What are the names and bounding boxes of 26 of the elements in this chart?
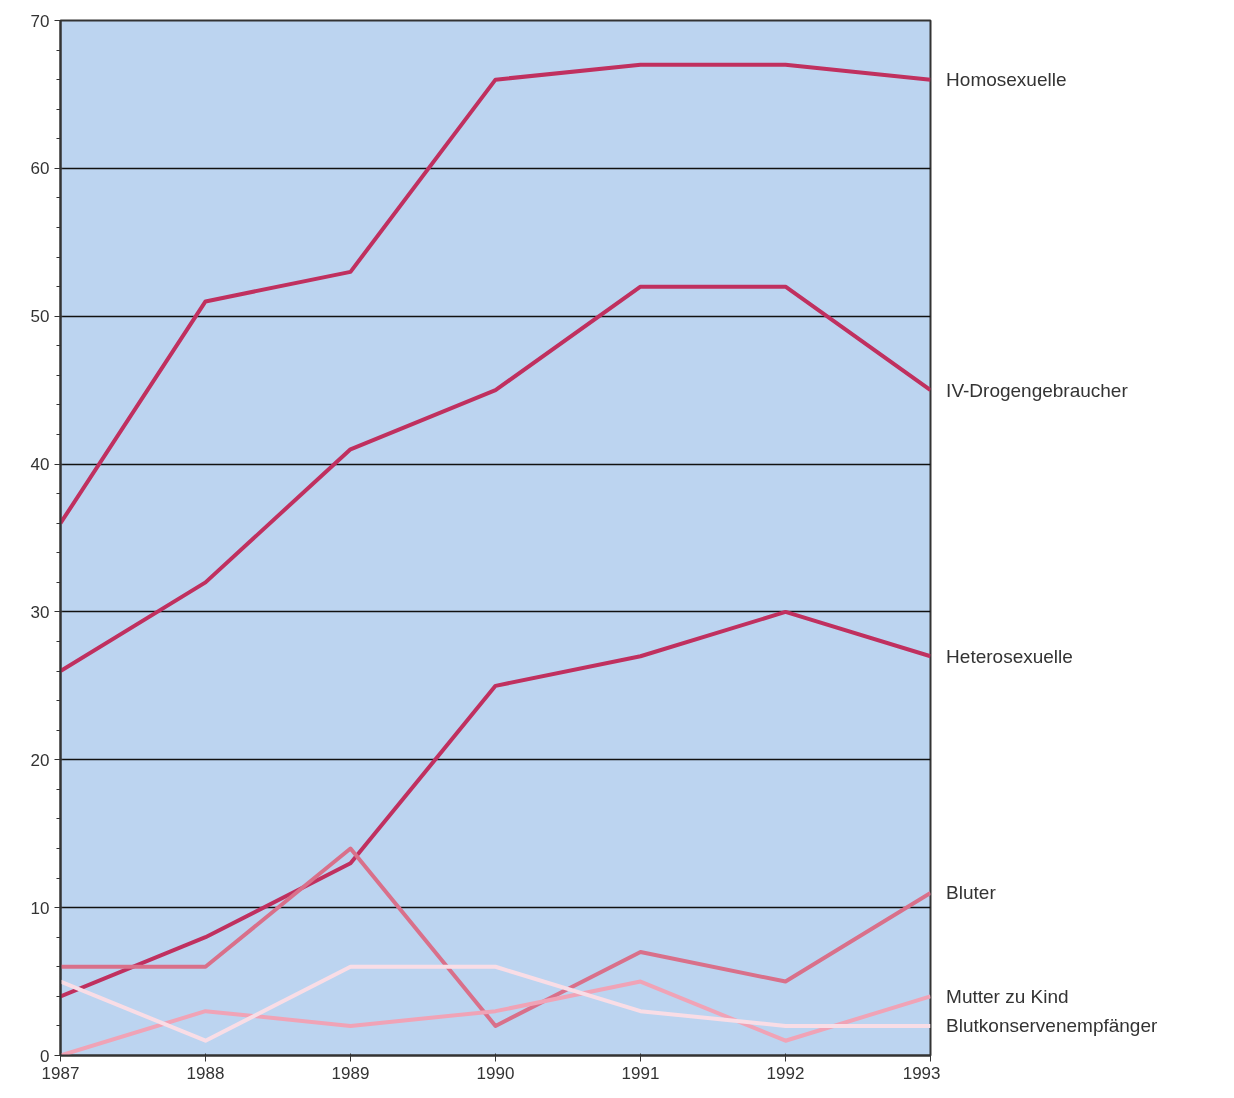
series-label: IV-Drogengebraucher [946, 379, 1129, 401]
y-tick-label: 70 [30, 11, 50, 31]
y-tick-label: 30 [30, 602, 50, 622]
series-label: Bluter [946, 882, 997, 904]
y-tick-label: 20 [30, 750, 50, 770]
x-tick-label: 1987 [41, 1063, 80, 1083]
series-label: Heterosexuelle [946, 645, 1073, 667]
x-tick-label: 1991 [621, 1063, 660, 1083]
line-series [60, 846, 931, 1028]
series-label: Mutter zu Kind [946, 985, 1069, 1007]
x-tick-label: 1988 [186, 1063, 225, 1083]
y-tick-label: 10 [30, 898, 50, 918]
x-tick-label: 1990 [476, 1063, 515, 1083]
x-tick-label: 1993 [902, 1063, 941, 1083]
y-tick-label: 50 [30, 307, 50, 327]
y-tick-label: 0 [40, 1046, 50, 1066]
series-label: Homosexuelle [946, 69, 1067, 91]
line-series [60, 62, 931, 526]
line-series [60, 964, 931, 1043]
x-tick-label: 1989 [331, 1063, 370, 1083]
y-tick-label: 60 [30, 159, 50, 179]
line-series [60, 609, 931, 999]
y-tick-label: 40 [30, 455, 50, 475]
line-series [60, 284, 931, 674]
series-label: Blutkonservenempfänger [946, 1015, 1159, 1037]
x-tick-label: 1992 [766, 1063, 805, 1083]
